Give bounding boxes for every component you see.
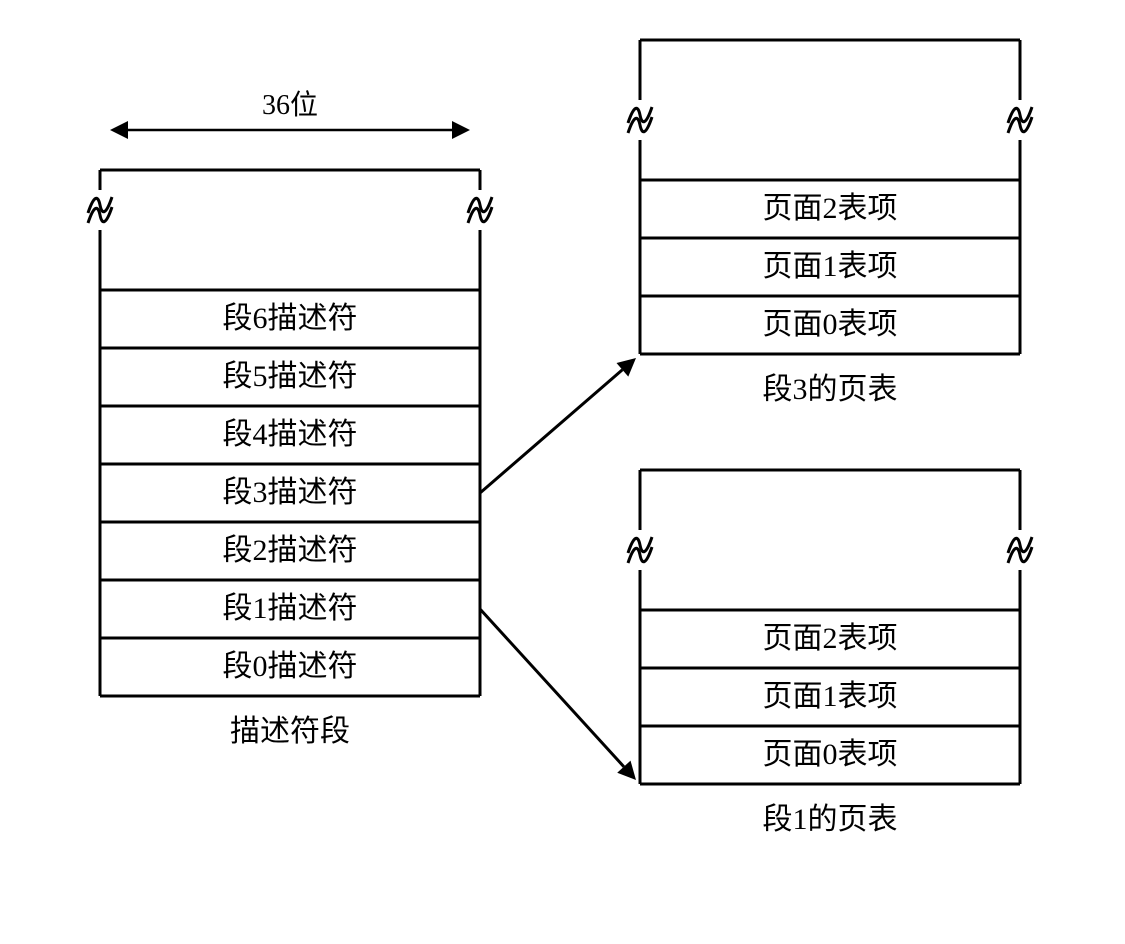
diagram-svg [0, 0, 1125, 944]
table-caption: 段1的页表 [763, 805, 898, 835]
table-caption: 段3的页表 [763, 375, 898, 405]
table-row-label: 段0描述符 [223, 652, 358, 682]
diagram-stage: 段6描述符段5描述符段4描述符段3描述符段2描述符段1描述符段0描述符描述符段 3… [0, 0, 1125, 944]
width-indicator-label: 36位 [262, 92, 318, 120]
table-row-label: 页面1表项 [763, 682, 898, 712]
table-row-label: 页面1表项 [763, 252, 898, 282]
table-row-label: 段6描述符 [223, 304, 358, 334]
table-row-label: 页面0表项 [763, 310, 898, 340]
table-row-label: 段1描述符 [223, 594, 358, 624]
table-caption: 描述符段 [230, 717, 350, 747]
table-row-label: 页面2表项 [763, 624, 898, 654]
table-row-label: 页面0表项 [763, 740, 898, 770]
table-row-label: 段3描述符 [223, 478, 358, 508]
table-row-label: 段4描述符 [223, 420, 358, 450]
table-row-label: 段5描述符 [223, 362, 358, 392]
table-row-label: 段2描述符 [223, 536, 358, 566]
table-row-label: 页面2表项 [763, 194, 898, 224]
